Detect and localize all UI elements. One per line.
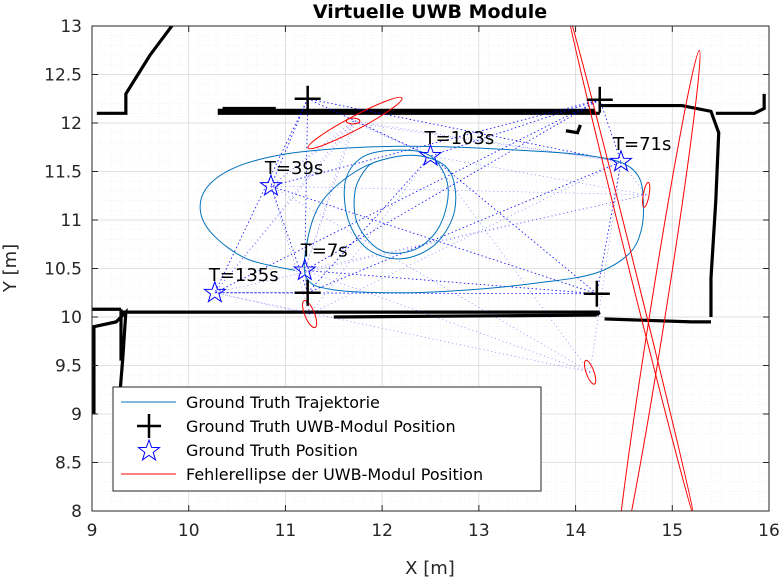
uwb-module-marker <box>294 279 321 306</box>
trajectory <box>199 145 645 294</box>
legend-module-swatch <box>137 414 161 438</box>
x-tick-label: 9 <box>87 521 98 541</box>
legend-position-swatch <box>137 438 161 462</box>
y-tick-label: 8.5 <box>55 454 82 474</box>
x-axis-label: X [m] <box>405 558 455 578</box>
link-line <box>304 98 309 271</box>
link-line <box>270 122 356 187</box>
y-tick-label: 10 <box>60 308 82 328</box>
legend-position-label: Ground Truth Position <box>186 441 358 460</box>
occupancy-map <box>92 26 766 414</box>
ground-truth-star <box>609 149 633 172</box>
x-tick-label: 15 <box>661 521 683 541</box>
ground-truth-star <box>202 280 227 303</box>
y-tick-label: 12.5 <box>44 66 82 86</box>
legend-ellipse-label: Fehlerellipse der UWB-Modul Position <box>186 465 483 484</box>
position-label: T=7s <box>300 240 348 261</box>
link-line <box>214 194 647 294</box>
position-label: T=135s <box>208 265 279 286</box>
map-wall <box>604 317 711 324</box>
link-line <box>430 155 647 196</box>
error-ellipses <box>302 26 701 511</box>
link-line <box>214 292 310 315</box>
link-line <box>270 185 309 293</box>
position-label: T=71s <box>612 134 671 155</box>
x-tick-label: 13 <box>468 521 490 541</box>
uwb-module-marker <box>294 85 321 112</box>
uwb-module-marker <box>583 280 610 307</box>
map-wall <box>96 26 174 115</box>
y-tick-label: 11.5 <box>44 163 82 183</box>
y-tick-label: 11 <box>60 211 82 231</box>
axes <box>91 25 770 512</box>
link-line <box>304 99 600 271</box>
link-line <box>304 270 591 373</box>
position-label: T=103s <box>424 128 495 149</box>
link-line <box>304 270 310 315</box>
error-ellipse <box>583 359 597 385</box>
y-tick-label: 9 <box>71 405 82 425</box>
legend-module-label: Ground Truth UWB-Modul Position <box>186 417 456 436</box>
map-wall <box>333 313 597 319</box>
x-tick-label: 16 <box>758 521 780 541</box>
error-ellipse <box>302 300 318 329</box>
y-axis-label: Y [m] <box>0 244 21 293</box>
link-line <box>214 122 356 293</box>
tick-labels: 9 10 11 12 13 14 15 16 8 8.5 9 9.5 10 10.5 11 11.5 12 12.… <box>44 17 780 541</box>
ground-truth-star <box>292 257 317 281</box>
y-tick-label: 12 <box>60 114 82 134</box>
link-line <box>430 155 591 373</box>
link-line <box>309 161 622 315</box>
link-line <box>599 99 622 162</box>
link-line <box>355 122 622 163</box>
link-line <box>270 120 354 187</box>
x-tick-label: 11 <box>275 521 297 541</box>
uwb-modules <box>294 85 613 307</box>
chart-title: Virtuelle UWB Module <box>313 1 547 23</box>
uwb-module-marker <box>586 86 613 113</box>
error-ellipse <box>566 26 695 511</box>
link-line <box>307 161 622 294</box>
map-wall <box>595 311 601 317</box>
link-line <box>354 122 431 157</box>
x-tick-label: 14 <box>565 521 587 541</box>
error-ellipse <box>642 181 651 208</box>
y-tick-label: 8 <box>71 502 82 522</box>
link-line <box>307 98 622 163</box>
link-line <box>620 161 647 195</box>
map-wall <box>715 93 766 115</box>
ground-truth-star <box>259 173 283 197</box>
legend: Ground Truth Trajektorie Ground Truth UW… <box>112 386 542 492</box>
x-tick-label: 10 <box>178 521 200 541</box>
ground-truth-positions: T=7s T=39s T=71s T=103s T=135s <box>202 128 671 303</box>
y-tick-label: 10.5 <box>44 260 82 280</box>
legend-trajectory-label: Ground Truth Trajektorie <box>186 393 380 412</box>
legend-box <box>112 386 542 492</box>
x-tick-label: 12 <box>371 521 393 541</box>
link-line <box>270 99 600 187</box>
trajectory-line <box>199 145 645 294</box>
error-ellipse <box>345 117 361 125</box>
link-line <box>270 185 647 196</box>
ground-truth-star <box>418 143 443 167</box>
link-line <box>270 185 597 295</box>
link-line <box>430 99 600 157</box>
link-line <box>270 185 591 373</box>
link-line <box>307 155 431 294</box>
y-tick-label: 13 <box>60 17 82 37</box>
error-ellipse <box>614 49 701 511</box>
map-wall <box>565 124 582 135</box>
map-wall <box>599 103 721 317</box>
error-ellipse <box>307 96 403 150</box>
y-tick-label: 9.5 <box>55 357 82 377</box>
link-line <box>304 270 597 295</box>
position-label: T=39s <box>264 158 323 179</box>
